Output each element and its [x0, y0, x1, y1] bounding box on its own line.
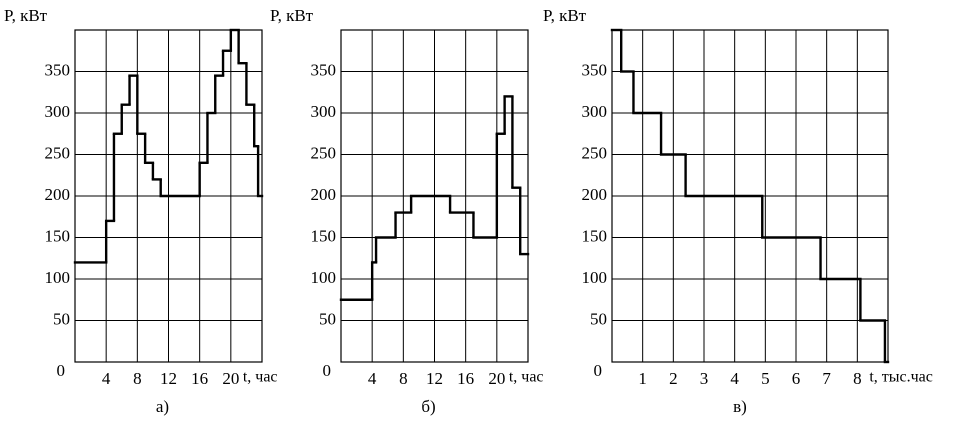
x-tick-label: 4: [368, 369, 377, 388]
y-tick-label: 50: [53, 309, 70, 328]
y-tick-label: 200: [311, 185, 337, 204]
y-tick-label: 350: [45, 60, 71, 79]
y-tick-label: 250: [45, 143, 71, 162]
x-tick-label: 20: [488, 369, 505, 388]
x-tick-label: 3: [700, 369, 709, 388]
y-axis-label: P, кВт: [543, 6, 587, 25]
x-tick-label: 5: [761, 369, 770, 388]
y-tick-label: 0: [57, 361, 66, 380]
y-tick-label: 50: [319, 309, 336, 328]
plot-frame: [340, 29, 529, 363]
y-tick-label: 200: [582, 185, 608, 204]
caption: в): [733, 397, 747, 416]
x-tick-label: 1: [638, 369, 647, 388]
caption: а): [156, 397, 169, 416]
y-tick-label: 200: [45, 185, 71, 204]
x-tick-label: 2: [669, 369, 678, 388]
x-axis-label: t, час: [243, 369, 278, 386]
x-tick-label: 20: [222, 369, 239, 388]
y-axis-label: P, кВт: [270, 6, 314, 25]
y-tick-label: 100: [582, 268, 608, 287]
y-tick-label: 150: [311, 226, 337, 245]
y-tick-label: 300: [311, 102, 337, 121]
x-tick-label: 4: [730, 369, 739, 388]
x-tick-label: 16: [457, 369, 474, 388]
x-tick-label: 8: [853, 369, 862, 388]
y-tick-label: 350: [582, 60, 608, 79]
y-tick-label: 100: [45, 268, 71, 287]
y-tick-label: 300: [45, 102, 71, 121]
x-tick-label: 8: [399, 369, 408, 388]
y-tick-label: 0: [594, 361, 603, 380]
x-tick-label: 12: [160, 369, 177, 388]
x-tick-label: 4: [102, 369, 111, 388]
plot-frame: [611, 29, 889, 363]
x-tick-label: 6: [792, 369, 801, 388]
y-tick-label: 150: [45, 226, 71, 245]
y-tick-label: 150: [582, 226, 608, 245]
y-tick-label: 50: [590, 309, 607, 328]
x-tick-label: 8: [133, 369, 142, 388]
y-tick-label: 250: [582, 143, 608, 162]
y-tick-label: 250: [311, 143, 337, 162]
x-axis-label: t, час: [509, 369, 544, 386]
y-axis-label: P, кВт: [4, 6, 48, 25]
x-axis-label: t, тыс.час: [869, 369, 933, 386]
y-tick-label: 300: [582, 102, 608, 121]
y-tick-label: 350: [311, 60, 337, 79]
x-tick-label: 16: [191, 369, 208, 388]
x-tick-label: 7: [822, 369, 831, 388]
caption: б): [421, 397, 435, 416]
y-tick-label: 0: [323, 361, 332, 380]
x-tick-label: 12: [426, 369, 443, 388]
y-tick-label: 100: [311, 268, 337, 287]
